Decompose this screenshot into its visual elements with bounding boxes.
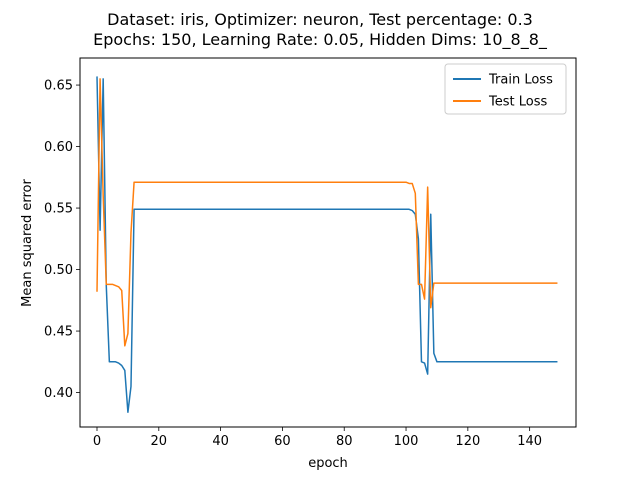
chart-title-line-1: Dataset: iris, Optimizer: neuron, Test p… (107, 10, 533, 29)
y-tick-label-3: 0.55 (44, 202, 73, 217)
x-tick-label-100: 100 (394, 434, 419, 449)
y-tick-label-0: 0.40 (44, 386, 73, 401)
legend-label-test-loss: Test Loss (488, 95, 547, 110)
chart-title-line-2: Epochs: 150, Learning Rate: 0.05, Hidden… (93, 30, 547, 49)
series-line-test-loss (96, 78, 558, 347)
y-tick-label-5: 0.65 (44, 79, 73, 94)
y-tick-label-2: 0.50 (44, 263, 73, 278)
x-tick-label-120: 120 (455, 434, 480, 449)
legend-label-train-loss: Train Loss (488, 73, 553, 88)
x-tick-label-140: 140 (517, 434, 542, 449)
x-tick-label-60: 60 (274, 434, 291, 449)
y-axis-label: Mean squared error (20, 179, 35, 307)
x-tick-label-40: 40 (212, 434, 229, 449)
x-axis-label: epoch (308, 456, 348, 471)
plot-frame (79, 57, 577, 428)
x-tick-label-20: 20 (151, 434, 168, 449)
y-tick-label-4: 0.60 (44, 140, 73, 155)
x-tick-label-80: 80 (336, 434, 353, 449)
series-line-train-loss (96, 76, 558, 413)
y-tick-label-1: 0.45 (44, 325, 73, 340)
x-tick-label-0: 0 (93, 434, 101, 449)
